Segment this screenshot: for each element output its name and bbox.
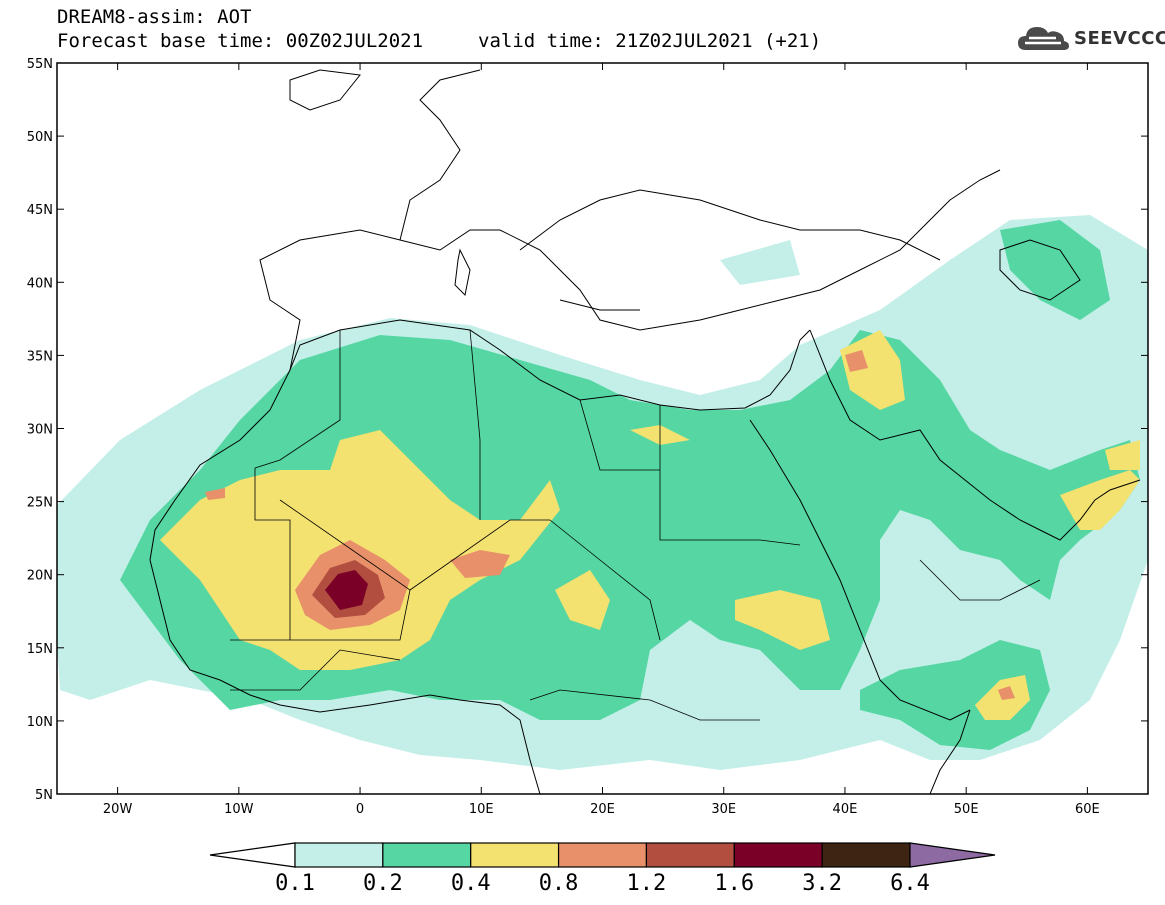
logo-text: SEEVCCC bbox=[1074, 27, 1165, 49]
colorbar-level-label: 0.4 bbox=[451, 871, 491, 896]
valid-time: valid time: 21Z02JUL2021 (+21) bbox=[478, 30, 822, 52]
coastlines bbox=[149, 69, 1141, 794]
colorbar-box bbox=[557, 842, 648, 868]
aot-contour-fill bbox=[57, 69, 1148, 794]
lon-label: 10E bbox=[469, 802, 494, 817]
aot-band-1.6 bbox=[325, 570, 368, 610]
lon-label: 60E bbox=[1075, 802, 1100, 817]
colorbar-box bbox=[382, 842, 472, 868]
lat-label: 5N bbox=[35, 788, 53, 803]
longitude-axis: 20W 10W 0 10E 20E 30E 40E 50E 60E bbox=[103, 63, 1100, 817]
lat-label: 30N bbox=[27, 423, 53, 438]
colorbar-level-label: 0.1 bbox=[275, 871, 315, 896]
lat-label: 25N bbox=[27, 496, 53, 511]
colorbar-box bbox=[294, 842, 384, 868]
lat-label: 15N bbox=[27, 642, 53, 657]
lat-label: 55N bbox=[27, 57, 53, 72]
colorbar-under-triangle bbox=[209, 842, 296, 868]
forecast-base-time: Forecast base time: 00Z02JUL2021 bbox=[57, 30, 424, 52]
aot-colorbar: 0.1 0.2 0.4 0.8 1.2 1.6 3.2 6.4 bbox=[209, 842, 996, 896]
colorbar-box bbox=[645, 842, 735, 868]
lon-label: 50E bbox=[954, 802, 979, 817]
colorbar-level-label: 0.2 bbox=[363, 871, 403, 896]
colorbar-level-label: 0.8 bbox=[539, 871, 579, 896]
lon-label: 20W bbox=[103, 802, 133, 817]
colorbar-box bbox=[470, 842, 560, 868]
latitude-axis: 55N 50N 45N 40N 35N 30N 25N 20N 15N 10N 5N bbox=[27, 57, 1148, 803]
lon-label: 20E bbox=[590, 802, 615, 817]
colorbar-box bbox=[733, 842, 823, 868]
lat-label: 10N bbox=[27, 715, 53, 730]
lat-label: 40N bbox=[27, 276, 53, 291]
lon-label: 10W bbox=[224, 802, 254, 817]
lat-label: 35N bbox=[27, 349, 53, 364]
lon-label: 40E bbox=[833, 802, 858, 817]
colorbar-box bbox=[821, 842, 911, 868]
lat-label: 20N bbox=[27, 569, 53, 584]
lat-label: 45N bbox=[27, 203, 53, 218]
country-borders bbox=[230, 329, 1041, 721]
map-title: DREAM8-assim: AOT bbox=[57, 6, 252, 28]
colorbar-level-label: 3.2 bbox=[802, 871, 842, 896]
cloud-icon bbox=[1018, 27, 1069, 50]
colorbar-level-label: 1.2 bbox=[627, 871, 667, 896]
lon-label: 0 bbox=[356, 802, 364, 817]
lon-label: 30E bbox=[711, 802, 736, 817]
colorbar-level-label: 1.6 bbox=[714, 871, 754, 896]
colorbar-over-triangle bbox=[909, 842, 996, 868]
seevccc-logo: SEEVCCC bbox=[1016, 22, 1165, 54]
lat-label: 50N bbox=[27, 130, 53, 145]
colorbar-level-label: 6.4 bbox=[890, 871, 930, 896]
